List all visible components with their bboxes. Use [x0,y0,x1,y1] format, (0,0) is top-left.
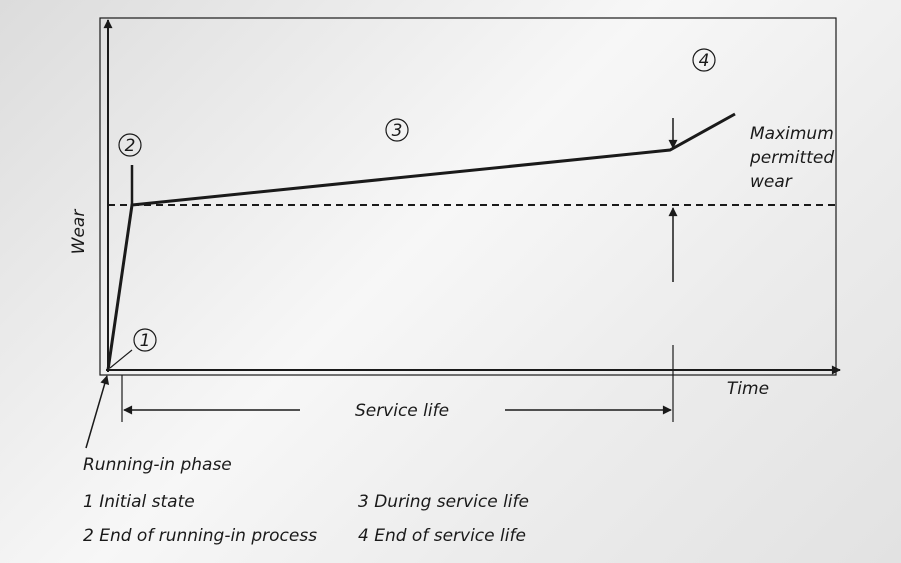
marker-label: 2 [125,136,136,156]
marker-circle [133,328,157,352]
marker-label: 1 [140,331,151,351]
pointer-label: Running-in phase [83,455,232,475]
frame [99,17,837,376]
span-label: Service life [355,401,449,421]
legend-item: 3 During service life [358,492,529,512]
marker-circle [118,133,142,157]
legend-item: 4 End of service life [358,526,526,546]
pointer-arrow [85,375,110,449]
marker-label: 3 [392,121,403,141]
marker-label: 4 [699,51,710,71]
legend-item: 2 End of running-in process [83,526,317,546]
limit-label: permitted [749,148,834,168]
legend-item: 1 Initial state [83,492,195,512]
wear-curve [106,112,736,371]
limit-label: wear [750,172,793,192]
limit-label: Maximum [750,124,834,144]
marker-leader [109,349,133,369]
marker-circle [692,48,716,72]
marker-circle [385,118,409,142]
y-axis-label: Wear [69,209,89,255]
x-axis-label: Time [727,379,769,399]
